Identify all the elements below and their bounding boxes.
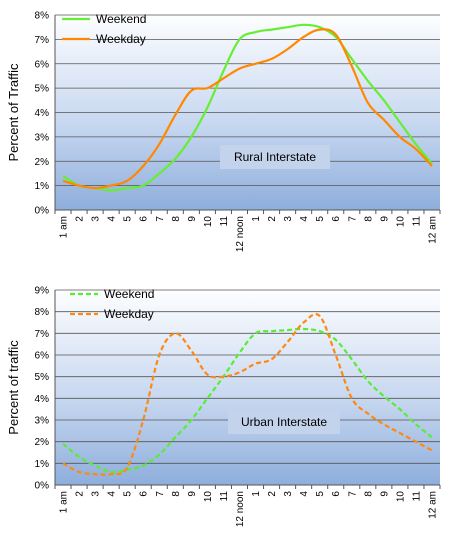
x-tick-label: 7 [347, 491, 358, 497]
y-tick-label: 6% [35, 351, 50, 362]
x-tick-label: 12 am [427, 491, 438, 519]
x-tick-label: 5 [123, 491, 134, 497]
plot-area [55, 290, 440, 485]
legend-label: Weekend [96, 12, 146, 26]
x-tick-label: 10 [395, 491, 406, 503]
y-tick-label: 2% [35, 157, 50, 168]
x-tick-label: 6 [139, 216, 150, 222]
y-tick-label: 9% [35, 286, 50, 297]
x-tick-label: 4 [107, 491, 118, 497]
series-line-weekday [62, 313, 433, 476]
rural-interstate-chart: 0%1%2%3%4%5%6%7%8%1 am 2 3 4 5 6 7 8 9 10 11 12 noo… [6, 11, 441, 252]
x-tick-label: 3 [91, 216, 102, 222]
x-tick-label: 8 [171, 216, 182, 222]
x-tick-label: 12 am [427, 216, 438, 244]
series-line-weekend [62, 23, 433, 192]
annotation-box [228, 410, 340, 434]
x-tick-label: 9 [187, 216, 198, 222]
y-axis-label: Percent of traffic [6, 340, 21, 435]
x-tick-label: 6 [331, 216, 342, 222]
x-tick-label: 4 [107, 216, 118, 222]
y-tick-label: 6% [35, 59, 50, 70]
x-tick-label: 11 [411, 216, 422, 227]
annotation-label: Urban Interstate [241, 415, 327, 429]
y-tick-label: 7% [35, 329, 50, 340]
x-tick-label: 7 [155, 216, 166, 222]
x-tick-label: 10 [395, 216, 406, 228]
x-tick-label: 3 [91, 491, 102, 497]
series-line-weekday [62, 28, 433, 190]
y-tick-label: 4% [35, 394, 50, 405]
series-line-weekend [62, 327, 433, 474]
y-tick-label: 8% [35, 11, 50, 22]
x-tick-label: 10 [203, 216, 214, 228]
x-tick-label: 8 [171, 491, 182, 497]
x-tick-label: 1 am [59, 491, 70, 513]
y-axis-label: Percent of Traffic [6, 63, 21, 162]
y-tick-label: 5% [35, 84, 50, 95]
y-tick-label: 4% [35, 108, 50, 119]
x-tick-label: 5 [315, 216, 326, 222]
x-tick-label: 12 noon [235, 491, 246, 527]
x-tick-label: 11 [411, 491, 422, 502]
x-tick-label: 2 [267, 216, 278, 222]
x-tick-label: 2 [75, 491, 86, 497]
annotation-label: Rural Interstate [234, 150, 316, 164]
x-tick-label: 9 [379, 216, 390, 222]
x-tick-label: 4 [299, 216, 310, 222]
y-tick-label: 1% [35, 459, 50, 470]
x-tick-label: 7 [155, 491, 166, 497]
x-tick-label: 2 [267, 491, 278, 497]
x-tick-label: 6 [331, 491, 342, 497]
y-tick-label: 8% [35, 307, 50, 318]
y-tick-label: 2% [35, 437, 50, 448]
x-tick-label: 3 [283, 216, 294, 222]
x-tick-label: 9 [379, 491, 390, 497]
x-tick-label: 12 noon [235, 216, 246, 252]
x-tick-label: 9 [187, 491, 198, 497]
y-tick-label: 5% [35, 372, 50, 383]
y-tick-label: 3% [35, 416, 50, 427]
x-tick-label: 5 [123, 216, 134, 222]
y-tick-label: 3% [35, 132, 50, 143]
x-tick-label: 11 [219, 491, 230, 502]
y-tick-label: 0% [35, 481, 50, 492]
legend-label: Weekend [104, 287, 154, 301]
x-tick-label: 2 [75, 216, 86, 222]
x-tick-label: 8 [363, 216, 374, 222]
x-tick-label: 5 [315, 491, 326, 497]
legend-label: Weekday [104, 307, 154, 321]
x-tick-label: 1 am [59, 216, 70, 238]
x-tick-label: 8 [363, 491, 374, 497]
legend-label: Weekday [96, 32, 146, 46]
x-tick-label: 4 [299, 491, 310, 497]
x-tick-label: 1 [251, 491, 262, 497]
annotation-box [220, 145, 330, 169]
x-tick-label: 11 [219, 216, 230, 227]
urban-interstate-chart: 0%1%2%3%4%5%6%7%8%9%1 am 2 3 4 5 6 7 8 9 10 11 12 n… [6, 286, 441, 527]
y-tick-label: 1% [35, 181, 50, 192]
x-tick-label: 7 [347, 216, 358, 222]
x-tick-label: 6 [139, 491, 150, 497]
y-tick-label: 7% [35, 35, 50, 46]
x-tick-label: 1 [251, 216, 262, 222]
x-tick-label: 10 [203, 491, 214, 503]
x-tick-label: 3 [283, 491, 294, 497]
y-tick-label: 0% [35, 206, 50, 217]
